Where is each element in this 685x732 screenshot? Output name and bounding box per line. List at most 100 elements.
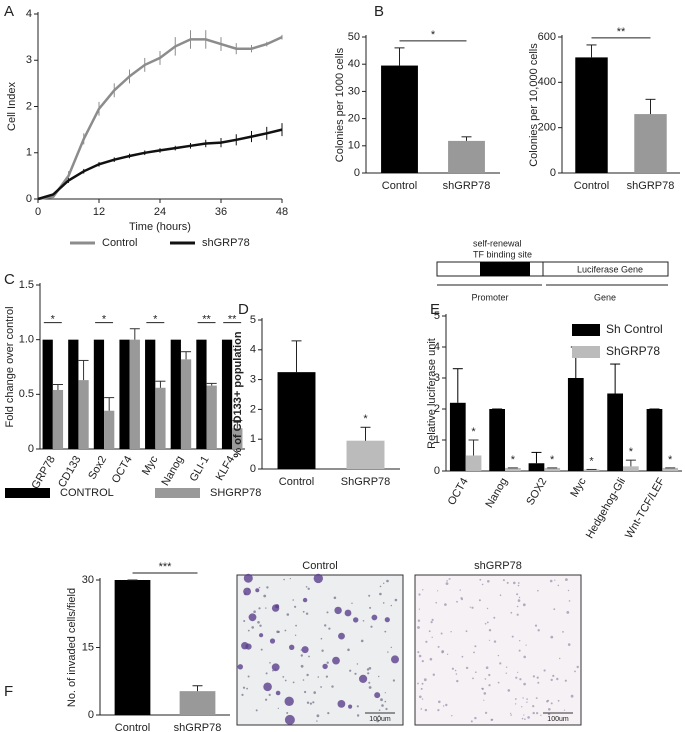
- y-tick-label: 1: [250, 433, 256, 445]
- cell-stain: [237, 664, 243, 670]
- y-axis-label: No. of invaded cells/field: [66, 588, 78, 707]
- cell-stain: [387, 651, 389, 653]
- y-tick-label: 0: [434, 465, 440, 477]
- cell-stain: [381, 704, 384, 707]
- y-tick-label: 15: [82, 641, 94, 653]
- cell-stain: [307, 587, 310, 590]
- cell-stain: [429, 657, 433, 661]
- cell-stain: [255, 588, 260, 593]
- cell-stain: [283, 578, 285, 581]
- cell-stain: [425, 640, 428, 643]
- micrograph: [236, 573, 404, 726]
- cell-stain: [386, 579, 389, 583]
- cell-stain: [474, 716, 477, 720]
- bar: [583, 469, 600, 471]
- cell-stain: [384, 692, 386, 694]
- cell-stain: [484, 678, 487, 680]
- y-tick-label: 1.5: [19, 279, 34, 291]
- cell-stain: [435, 601, 438, 604]
- cell-stain: [268, 693, 271, 697]
- cell-stain: [423, 678, 427, 682]
- bar: [449, 402, 466, 471]
- cell-stain: [566, 611, 570, 614]
- cell-stain: [440, 632, 443, 635]
- cell-stain: [472, 677, 474, 680]
- significance-star: *: [471, 426, 476, 438]
- cell-stain: [260, 648, 263, 651]
- cell-stain: [517, 584, 520, 587]
- cell-stain: [348, 704, 353, 709]
- cell-stain: [417, 626, 420, 629]
- cell-stain: [421, 682, 424, 685]
- y-tick-label: 4: [250, 344, 256, 356]
- cell-stain: [565, 578, 568, 581]
- cell-stain: [527, 716, 530, 719]
- cell-stain: [272, 669, 274, 672]
- cell-stain: [563, 709, 566, 711]
- cell-stain: [243, 587, 252, 596]
- x-tick-label: Sox2: [86, 454, 109, 482]
- cell-stain: [459, 589, 461, 591]
- x-tick-label: Control: [279, 476, 314, 488]
- cell-stain: [295, 624, 297, 627]
- cell-stain: [353, 617, 359, 623]
- cell-stain: [313, 691, 317, 694]
- legend-label: Control: [102, 237, 137, 249]
- cell-stain: [486, 607, 489, 610]
- significance-star: *: [589, 455, 594, 467]
- cell-stain: [320, 686, 322, 688]
- cell-stain: [502, 579, 505, 582]
- cell-stain: [484, 622, 487, 625]
- cell-stain: [421, 698, 424, 700]
- cell-stain: [390, 646, 392, 649]
- x-tick-label: Myc: [568, 476, 589, 500]
- cell-stain: [317, 676, 320, 678]
- y-tick-label: 200: [538, 122, 556, 134]
- cell-stain: [354, 672, 357, 675]
- x-tick-label: Control: [115, 722, 150, 732]
- diagram-label: self-renewal: [473, 238, 522, 248]
- y-axis-label: Colonies per 1000 cells: [334, 47, 346, 162]
- significance-star: *: [511, 454, 516, 466]
- bar: [180, 359, 192, 449]
- cell-stain: [515, 676, 518, 679]
- cell-stain: [320, 637, 323, 640]
- bar: [448, 140, 485, 173]
- cell-stain: [517, 671, 519, 674]
- cell-stain: [488, 684, 491, 687]
- diagram-label: Luciferase Gene: [577, 264, 643, 274]
- y-tick-label: 0.5: [19, 388, 34, 400]
- significance-star: *: [629, 446, 634, 458]
- cell-stain: [258, 586, 261, 589]
- cell-stain: [248, 613, 257, 622]
- x-tick-label: ShGRP78: [341, 476, 391, 488]
- cell-stain: [421, 660, 424, 663]
- cell-stain: [382, 602, 385, 604]
- x-tick-label: SOX2: [524, 476, 549, 507]
- cell-stain: [537, 629, 540, 632]
- cell-stain: [312, 701, 315, 704]
- cell-stain: [294, 605, 297, 608]
- cell-stain: [438, 700, 441, 704]
- bar: [104, 410, 115, 449]
- cell-stain: [301, 646, 309, 654]
- cell-stain: [304, 690, 307, 694]
- cell-stain: [521, 717, 524, 720]
- x-tick-label: 0: [35, 206, 41, 218]
- cell-stain: [431, 636, 433, 638]
- cell-stain: [331, 685, 334, 688]
- cell-stain: [474, 645, 477, 648]
- cell-stain: [418, 654, 422, 658]
- cell-stain: [360, 639, 364, 643]
- legend-label: Sh Control: [606, 322, 663, 336]
- legend-label: ShGRP78: [606, 344, 660, 358]
- x-tick-label: shGRP78: [443, 180, 491, 192]
- cell-stain: [306, 673, 309, 677]
- y-tick-label: 0: [28, 443, 34, 455]
- y-tick-label: 30: [82, 574, 94, 586]
- bar: [465, 455, 482, 471]
- cell-stain: [334, 606, 342, 615]
- cell-stain: [493, 616, 496, 619]
- cell-stain: [419, 695, 422, 699]
- cell-stain: [511, 635, 514, 638]
